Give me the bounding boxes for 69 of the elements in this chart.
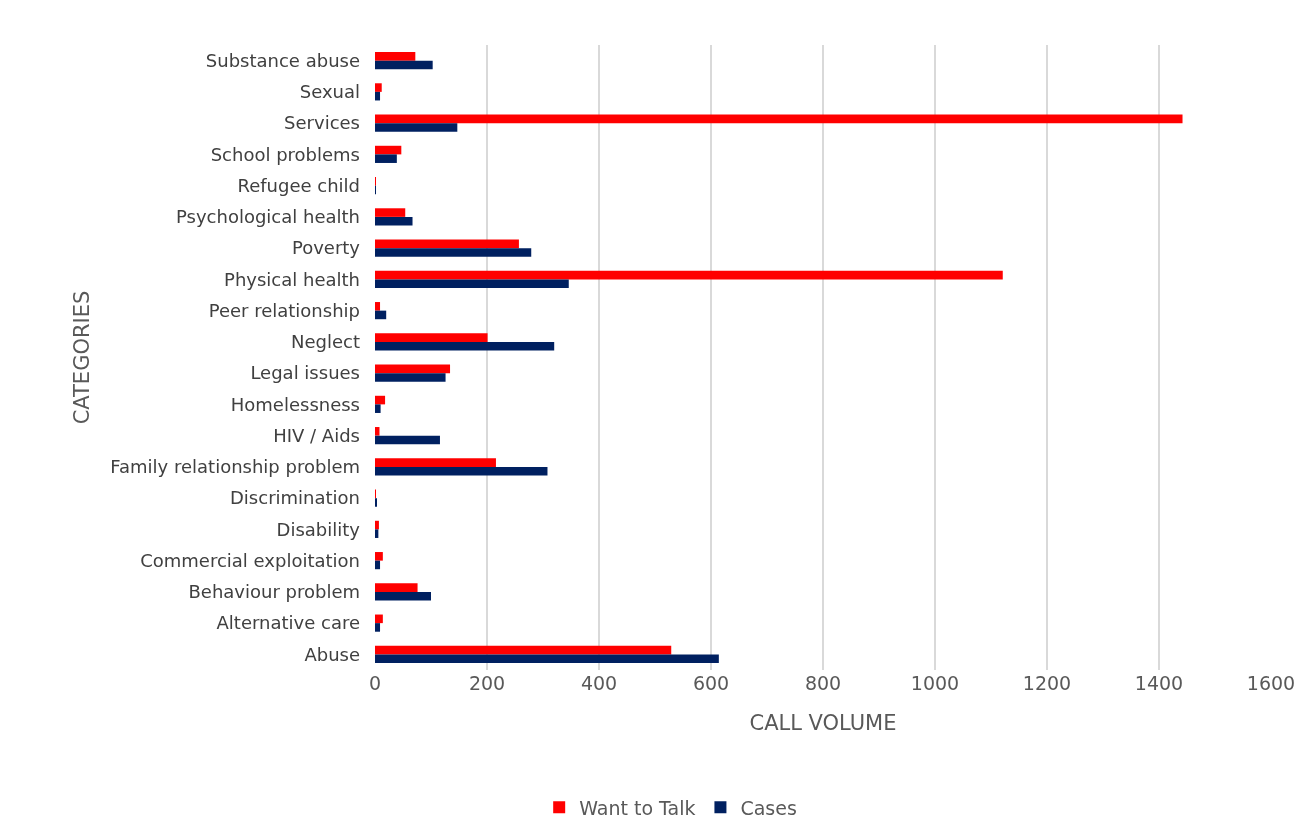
bar bbox=[375, 91, 381, 101]
x-tick-label: 1400 bbox=[1134, 672, 1184, 694]
bar bbox=[375, 52, 416, 61]
y-tick-label: Physical health bbox=[224, 268, 360, 290]
y-tick-label: Family relationship problem bbox=[110, 456, 360, 478]
bar bbox=[375, 395, 386, 405]
x-tick-label: 1200 bbox=[1022, 672, 1072, 694]
x-tick-label: 800 bbox=[804, 672, 842, 694]
x-tick-label: 600 bbox=[692, 672, 730, 694]
y-tick-label: Refugee child bbox=[237, 174, 360, 196]
x-tick-label: 1600 bbox=[1246, 672, 1296, 694]
y-tick-label: Legal issues bbox=[250, 362, 360, 384]
y-tick-label: Psychological health bbox=[176, 206, 360, 228]
y-tick-label: Services bbox=[284, 112, 360, 134]
bar bbox=[375, 248, 532, 257]
bar bbox=[375, 529, 379, 538]
y-tick-label: Disability bbox=[276, 518, 361, 540]
bar bbox=[375, 404, 381, 413]
bar bbox=[375, 427, 380, 436]
bar bbox=[375, 654, 719, 663]
bar bbox=[375, 614, 383, 624]
bar bbox=[375, 364, 451, 374]
y-tick-label: Poverty bbox=[291, 237, 361, 259]
legend-label: Cases bbox=[740, 796, 797, 819]
bar bbox=[375, 333, 488, 342]
bar bbox=[375, 239, 519, 249]
y-tick-label: Peer relationship bbox=[208, 299, 360, 321]
bar bbox=[375, 591, 431, 601]
y-tick-label: Homelessness bbox=[230, 393, 360, 415]
y-axis-title: CATEGORIES bbox=[70, 290, 95, 425]
bar bbox=[375, 145, 402, 155]
bar bbox=[375, 458, 496, 467]
bar bbox=[375, 279, 569, 288]
bar bbox=[375, 583, 418, 592]
bar bbox=[375, 520, 379, 530]
x-tick-label: 1000 bbox=[910, 672, 960, 694]
bar bbox=[375, 123, 458, 132]
x-tick-label: 200 bbox=[468, 672, 506, 694]
bar bbox=[375, 435, 440, 445]
y-tick-label: Neglect bbox=[291, 331, 360, 353]
bar bbox=[375, 208, 406, 217]
y-tick-label: Discrimination bbox=[230, 487, 360, 509]
bar bbox=[375, 302, 381, 311]
bar bbox=[375, 466, 548, 476]
y-tick-label: Commercial exploitation bbox=[140, 549, 360, 571]
bar bbox=[375, 552, 383, 561]
y-tick-label: Sexual bbox=[299, 81, 360, 103]
y-tick-label: Behaviour problem bbox=[188, 581, 360, 603]
bar bbox=[375, 216, 413, 226]
bar bbox=[375, 310, 387, 320]
y-tick-label: Substance abuse bbox=[205, 49, 360, 71]
bar bbox=[375, 83, 382, 92]
bar bbox=[375, 645, 672, 655]
bar bbox=[375, 373, 446, 382]
bar bbox=[375, 623, 381, 632]
y-tick-label: School problems bbox=[210, 143, 360, 165]
y-tick-label: HIV / Aids bbox=[273, 424, 360, 446]
bar bbox=[375, 114, 1183, 124]
legend-label: Want to Talk bbox=[579, 796, 696, 819]
bar bbox=[375, 270, 1003, 280]
x-tick-label: 0 bbox=[368, 672, 382, 694]
bar bbox=[375, 60, 433, 70]
bar bbox=[375, 154, 397, 163]
y-tick-label: Abuse bbox=[304, 643, 360, 665]
y-tick-label: Alternative care bbox=[216, 612, 360, 634]
x-axis-title: CALL VOLUME bbox=[749, 711, 897, 736]
x-tick-label: 400 bbox=[580, 672, 618, 694]
bar bbox=[375, 560, 381, 570]
bar bbox=[375, 341, 555, 351]
